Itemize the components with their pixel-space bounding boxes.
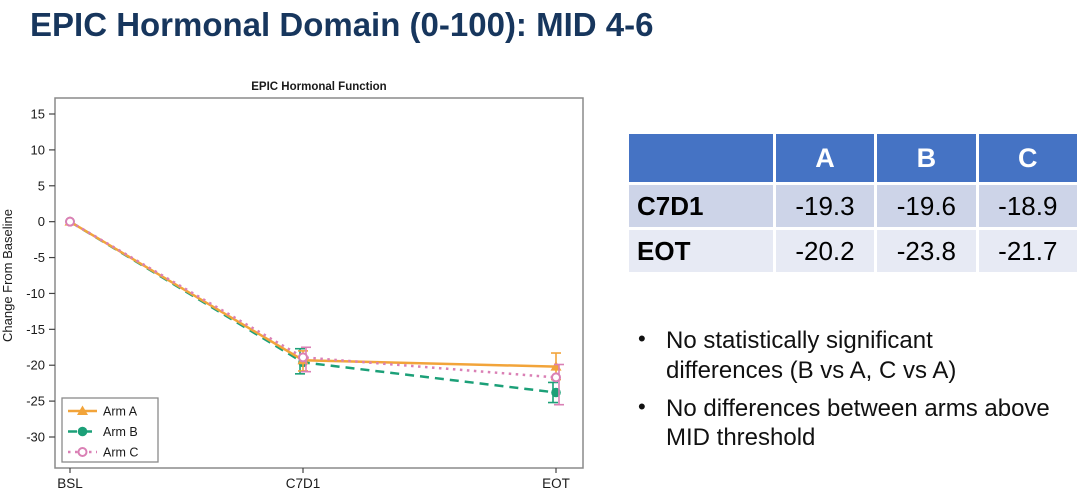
page-title: EPIC Hormonal Domain (0-100): MID 4-6 — [30, 6, 654, 43]
x-tick-label: EOT — [542, 476, 570, 491]
cell-c7d1-c: -18.9 — [978, 185, 1077, 227]
x-tick-label: BSL — [57, 476, 83, 491]
cell-eot-b: -23.8 — [877, 230, 976, 272]
series-arm-a — [64, 216, 562, 381]
table-corner-cell — [629, 134, 773, 182]
legend-marker — [77, 447, 88, 457]
x-tick-label: C7D1 — [286, 476, 321, 491]
chart-legend: Arm A Arm B Arm C — [61, 397, 159, 463]
bullet-icon: • — [638, 326, 646, 351]
y-axis-label: Change From Baseline — [0, 209, 15, 342]
bullet-item: • No statistically significant difference… — [632, 326, 1052, 386]
table-row: C7D1 -19.3 -19.6 -18.9 — [629, 185, 1077, 227]
table-row: EOT -20.2 -23.8 -21.7 — [629, 230, 1077, 272]
series-line-arm-c — [69, 220, 557, 379]
marker-arm-c — [551, 372, 561, 383]
y-tick-label: 0 — [38, 214, 45, 229]
y-tick-label: -25 — [26, 394, 45, 409]
plot-frame — [54, 97, 584, 469]
y-tick-label: -5 — [33, 250, 45, 265]
hormonal-chart-svg: EPIC Hormonal Function 15 10 5 0 -5 -10 -15 -20 -… — [0, 81, 584, 491]
series-arm-c — [65, 216, 564, 406]
row-label-eot: EOT — [629, 230, 773, 272]
table-col-a: A — [775, 134, 875, 182]
row-label-c7d1: C7D1 — [629, 185, 773, 227]
hormonal-chart: EPIC Hormonal Function 15 10 5 0 -5 -10 -15 -20 -… — [0, 78, 600, 492]
y-tick-label: -15 — [26, 322, 45, 337]
results-table: A B C C7D1 -19.3 -19.6 -18.9 EOT -20.2 -… — [626, 131, 1080, 275]
y-tick-label: -30 — [26, 430, 45, 445]
legend-label: Arm B — [103, 425, 138, 439]
series-line-arm-a — [69, 220, 557, 368]
bullet-item: • No differences between arms above MID t… — [632, 394, 1052, 454]
legend-marker — [77, 426, 88, 437]
cell-eot-c: -21.7 — [978, 230, 1077, 272]
bullet-text: No statistically significant differences… — [666, 327, 957, 384]
cell-eot-a: -20.2 — [775, 230, 875, 272]
series-line-arm-b — [69, 220, 557, 394]
table-col-b: B — [877, 134, 976, 182]
bullet-list: • No statistically significant difference… — [632, 326, 1052, 461]
y-tick-label: -10 — [26, 286, 45, 301]
table-col-c: C — [978, 134, 1077, 182]
y-tick-label: 5 — [38, 178, 45, 193]
y-tick-label: 10 — [31, 142, 45, 157]
chart-title: EPIC Hormonal Function — [251, 81, 386, 93]
legend-marker — [77, 405, 88, 415]
cell-c7d1-b: -19.6 — [877, 185, 976, 227]
cell-c7d1-a: -19.3 — [775, 185, 875, 227]
bullet-icon: • — [638, 393, 646, 419]
legend-label: Arm C — [103, 446, 138, 460]
bullet-text: No differences between arms above MID th… — [666, 394, 1050, 452]
y-tick-label: -20 — [26, 358, 45, 373]
legend-label: Arm A — [103, 405, 138, 419]
marker-arm-c — [298, 352, 308, 363]
y-tick-label: 15 — [31, 107, 45, 122]
series-arm-b — [65, 216, 561, 404]
table-header-row: A B C — [629, 134, 1077, 182]
marker-arm-c — [65, 216, 75, 227]
